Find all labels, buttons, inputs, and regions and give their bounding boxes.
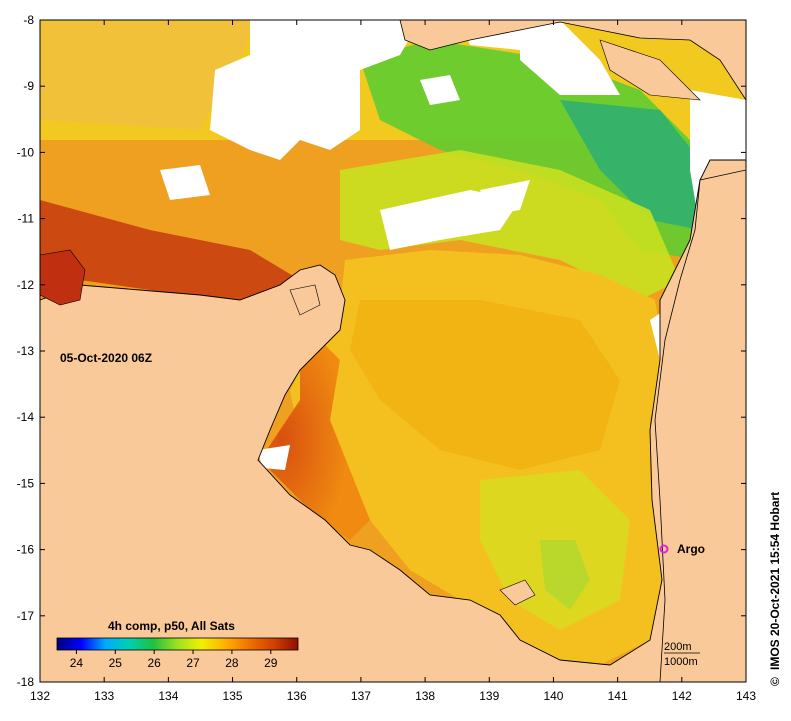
- y-tick-label: -10: [17, 145, 35, 159]
- cloud-mask: [380, 190, 520, 250]
- colorbar-tick-label: 27: [186, 656, 200, 670]
- y-tick-label: -14: [17, 410, 35, 424]
- cloud-mask: [210, 20, 420, 160]
- x-tick-label: 139: [479, 689, 499, 703]
- credit-group: © IMOS 20-Oct-2021 15:54 Hobart: [768, 492, 782, 686]
- colorbar-title: 4h comp, p50, All Sats: [108, 619, 235, 633]
- y-axis: -8 -9 -10 -11 -12 -13 -14 -15 -16 -17 -18: [17, 13, 746, 689]
- colorbar-tick-label: 28: [225, 656, 239, 670]
- x-tick-label: 140: [543, 689, 563, 703]
- y-tick-label: -8: [23, 13, 34, 27]
- x-tick-label: 134: [158, 689, 178, 703]
- colorbar-tick-label: 29: [264, 656, 278, 670]
- y-tick-label: -12: [17, 278, 35, 292]
- x-tick-label: 137: [351, 689, 371, 703]
- arafura-south-hot: [40, 200, 300, 300]
- gulf-west-hot: [260, 340, 370, 540]
- land-island-south: [499, 579, 536, 606]
- y-tick-label: -15: [17, 476, 35, 490]
- timestamp-label: 05-Oct-2020 06Z: [60, 351, 152, 365]
- x-tick-label: 141: [608, 689, 628, 703]
- land-island: [289, 284, 321, 316]
- y-tick-label: -16: [17, 543, 35, 557]
- ocean-yellow-green: [340, 150, 680, 300]
- y-tick-label: -9: [23, 79, 34, 93]
- x-tick-label: 135: [223, 689, 243, 703]
- scale-label-200m: 200m: [664, 641, 692, 653]
- cloud-mask: [420, 75, 460, 105]
- scale-label-1000m: 1000m: [664, 656, 698, 668]
- ocean-northwest: [40, 20, 260, 130]
- x-tick-label: 133: [94, 689, 114, 703]
- x-tick-label: 138: [415, 689, 435, 703]
- x-axis: 132 133 134 135 136 137 138 139 140 141 142 143: [30, 20, 756, 703]
- x-tick-label: 136: [287, 689, 307, 703]
- copyright-icon: ©: [768, 677, 782, 686]
- cloud-mask: [258, 445, 290, 470]
- map-area: [40, 20, 746, 682]
- credit-text: IMOS 20-Oct-2021 15:54 Hobart: [768, 492, 782, 670]
- land-australia: [40, 159, 746, 682]
- argo-label: Argo: [677, 542, 705, 556]
- x-tick-label: 132: [30, 689, 50, 703]
- cloud-mask: [480, 180, 530, 215]
- cloud-mask: [160, 165, 210, 200]
- hot-bay-west: [40, 249, 86, 306]
- colorbar: [56, 637, 299, 651]
- colorbar-tick-label: 25: [109, 656, 123, 670]
- argo-float-marker: [659, 544, 669, 554]
- land-cape-york: [654, 169, 746, 682]
- y-tick-label: -18: [17, 675, 35, 689]
- y-tick-label: -17: [17, 609, 35, 623]
- x-tick-label: 143: [736, 689, 756, 703]
- x-tick-label: 142: [672, 689, 692, 703]
- colorbar-tick-label: 26: [147, 656, 161, 670]
- gulf-green-patch: [540, 540, 590, 610]
- y-tick-label: -13: [17, 344, 35, 358]
- colorbar-ticks: 24 25 26 27 28 29: [70, 650, 278, 670]
- colorbar-tick-label: 24: [70, 656, 84, 670]
- land-new-guinea: [399, 20, 746, 101]
- cool-water-teal: [560, 100, 700, 230]
- land-new-guinea-coast: [599, 39, 701, 101]
- y-tick-label: -11: [18, 212, 35, 226]
- gulf-warm-center: [350, 300, 620, 470]
- cloud-mask: [520, 20, 620, 95]
